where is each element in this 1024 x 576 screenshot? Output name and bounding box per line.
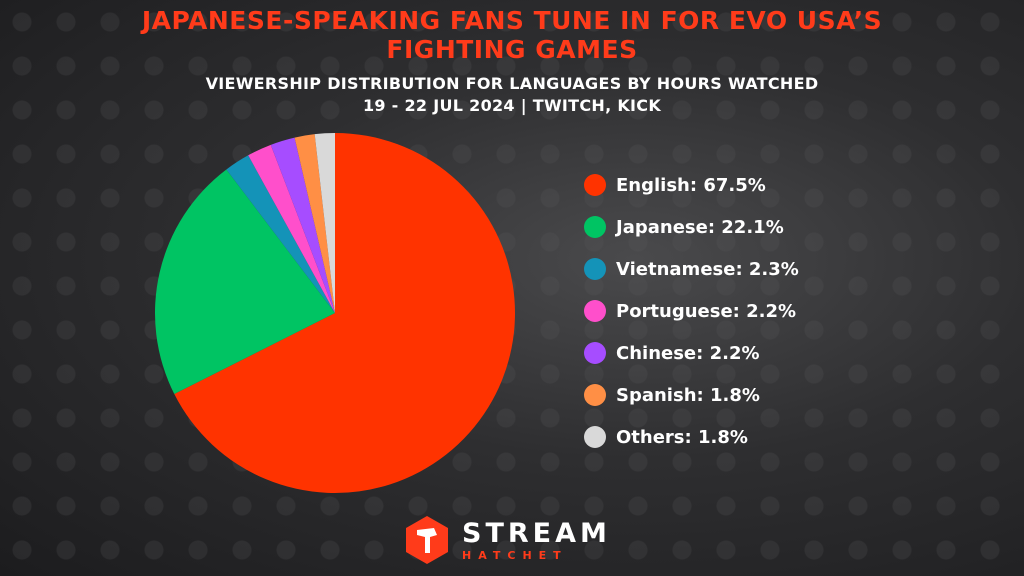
legend-item-japanese: Japanese: 22.1%	[584, 212, 799, 242]
logo-wordmark-main: STREAM	[462, 517, 611, 549]
chart-subtitle-line-2: 19 - 22 JUL 2024 | TWITCH, KICK	[362, 96, 662, 115]
legend-swatch	[584, 174, 606, 196]
legend-swatch	[584, 384, 606, 406]
legend-label: Portuguese: 2.2%	[616, 300, 797, 322]
legend-label: Chinese: 2.2%	[616, 342, 760, 364]
legend-swatch	[584, 342, 606, 364]
stream-hatchet-logo: STREAM HATCHET	[404, 514, 611, 566]
hatchet-shield-icon	[406, 516, 448, 564]
pie-slice-others	[314, 133, 335, 313]
pie-slice-chinese	[270, 137, 335, 313]
chart-title: JAPANESE-SPEAKING FANS TUNE IN FOR EVO U…	[0, 6, 1024, 64]
legend-label: Others: 1.8%	[616, 426, 748, 448]
pie-slice-spanish	[294, 134, 335, 313]
chart-title-line-1: JAPANESE-SPEAKING FANS TUNE IN FOR EVO U…	[141, 6, 883, 35]
pie-slice-english	[174, 133, 515, 493]
legend-swatch	[584, 300, 606, 322]
legend-item-portuguese: Portuguese: 2.2%	[584, 296, 799, 326]
legend-item-vietnamese: Vietnamese: 2.3%	[584, 254, 799, 284]
legend-swatch	[584, 216, 606, 238]
legend-label: English: 67.5%	[616, 174, 766, 196]
legend-label: Vietnamese: 2.3%	[616, 258, 799, 280]
chart-subtitle: VIEWERSHIP DISTRIBUTION FOR LANGUAGES BY…	[0, 73, 1024, 117]
legend-swatch	[584, 426, 606, 448]
chart-subtitle-line-1: VIEWERSHIP DISTRIBUTION FOR LANGUAGES BY…	[205, 74, 819, 93]
legend-item-english: English: 67.5%	[584, 170, 799, 200]
legend-item-spanish: Spanish: 1.8%	[584, 380, 799, 410]
logo-wordmark-sub: HATCHET	[462, 548, 568, 562]
legend-item-chinese: Chinese: 2.2%	[584, 338, 799, 368]
legend: English: 67.5% Japanese: 22.1% Vietnamese:…	[584, 170, 799, 464]
chart-title-line-2: FIGHTING GAMES	[386, 35, 638, 64]
legend-swatch	[584, 258, 606, 280]
legend-item-others: Others: 1.8%	[584, 422, 799, 452]
legend-label: Japanese: 22.1%	[616, 216, 784, 238]
pie-slice-vietnamese	[226, 155, 335, 313]
pie-slice-portuguese	[248, 144, 335, 313]
pie-chart	[155, 133, 515, 493]
legend-label: Spanish: 1.8%	[616, 384, 760, 406]
pie-slice-japanese	[155, 169, 335, 395]
